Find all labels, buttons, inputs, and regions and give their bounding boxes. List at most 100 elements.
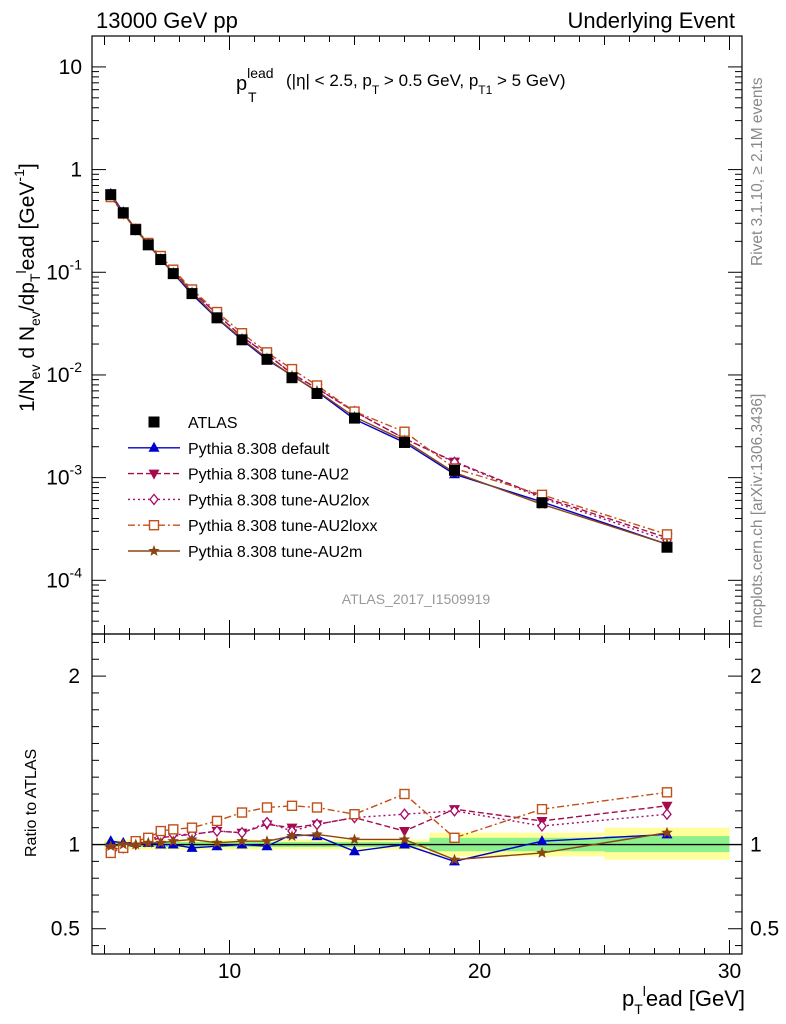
data-point xyxy=(349,412,360,424)
ratio-point xyxy=(262,816,272,829)
data-point xyxy=(399,436,410,448)
data-point xyxy=(117,207,129,219)
x-tick-label: 30 xyxy=(718,960,741,983)
ratio-point xyxy=(186,841,198,852)
y-tick-label-ratio-right: 0.5 xyxy=(750,918,779,941)
ratio-point xyxy=(286,800,298,811)
ratio-point xyxy=(399,808,410,821)
data-point xyxy=(236,334,248,346)
ratio-point xyxy=(536,835,548,846)
ratio-point xyxy=(167,835,179,846)
ratio-point xyxy=(261,835,273,846)
axis-tick-labels: 10 20 30 10 1 10-1 10-2 10-3 10-4 0.5 0.5 1 1 2 2 xyxy=(46,56,779,983)
series-line xyxy=(110,196,668,536)
data-point xyxy=(449,464,460,476)
title-rest3: > 5 GeV) xyxy=(492,71,565,90)
ratio-frame xyxy=(91,633,743,955)
legend-label: Pythia 8.308 default xyxy=(188,441,330,458)
data-point xyxy=(130,224,142,236)
ratio-point xyxy=(398,833,411,845)
svg-text:plead: plead xyxy=(236,65,274,95)
y-axis-label-main: 1/Nev d Nev/dpTlead [GeV-1] xyxy=(11,163,43,412)
plot-title: plead T (|η| < 2.5, pT > 0.5 GeV, pT1 > … xyxy=(236,65,566,105)
y-tick-label-ratio: 0.5 xyxy=(51,918,80,941)
legend-marker xyxy=(148,520,160,531)
ratio-point xyxy=(105,840,117,852)
data-point xyxy=(286,372,298,384)
main-series-layer xyxy=(105,187,673,553)
legend-label: ATLAS xyxy=(188,415,238,432)
ratio-point xyxy=(449,832,460,843)
data-point xyxy=(211,312,223,324)
ratio-point xyxy=(536,803,548,815)
ratio-point xyxy=(261,840,273,851)
ratio-point xyxy=(236,807,248,818)
ratio-point xyxy=(117,838,129,850)
data-point xyxy=(536,497,548,509)
axis-ticks xyxy=(92,35,742,954)
title-sub: T xyxy=(248,89,257,105)
y-tick-label-ratio: 2 xyxy=(68,665,80,688)
data-point xyxy=(661,541,673,553)
ratio-point xyxy=(661,787,673,798)
ratio-point xyxy=(211,836,223,848)
y-tick-label-main: 10-1 xyxy=(46,256,82,284)
ratio-point xyxy=(662,808,672,821)
data-point xyxy=(261,353,273,365)
y-tick-label-main: 10 xyxy=(59,56,82,79)
data-point xyxy=(167,268,179,280)
legend-label: Pythia 8.308 tune-AU2m xyxy=(188,544,362,561)
y-tick-label-ratio: 1 xyxy=(68,834,80,857)
y-axis-label-ratio: Ratio to ATLAS xyxy=(23,749,40,857)
ratio-point xyxy=(449,804,460,817)
ratio-point xyxy=(399,788,410,800)
y-tick-label-ratio-right: 1 xyxy=(750,834,762,857)
ratio-series-layer xyxy=(105,787,673,866)
ratio-point xyxy=(261,802,273,813)
ratio-point xyxy=(212,825,222,838)
header-left: 13000 GeV pp xyxy=(96,8,238,33)
mcplots-label: mcplots.cern.ch [arXiv:1306.3436] xyxy=(749,394,766,628)
ratio-point xyxy=(236,835,248,846)
legend: ATLAS Pythia 8.308 default Pythia 8.308 tu… xyxy=(128,415,377,561)
ratio-point xyxy=(661,826,673,838)
x-tick-label: 20 xyxy=(468,960,491,983)
title-p: p xyxy=(236,73,247,95)
ratio-point xyxy=(211,815,223,827)
ratio-point xyxy=(105,835,117,846)
header-right: Underlying Event xyxy=(567,8,735,33)
x-axis-label: pTlead [GeV] xyxy=(622,983,745,1017)
title-rest-sub1: T xyxy=(372,83,380,97)
data-point xyxy=(661,529,673,540)
ratio-point xyxy=(155,836,167,848)
ratio-point xyxy=(186,833,198,845)
ratio-point xyxy=(399,838,410,849)
y-tick-label-ratio-right: 2 xyxy=(750,665,762,688)
ratio-point xyxy=(349,809,360,820)
title-rest-sub2: T1 xyxy=(478,83,492,97)
y-tick-label-main: 10-2 xyxy=(46,359,82,387)
series-line xyxy=(110,195,668,539)
ratio-point xyxy=(311,802,323,813)
title-sup: lead xyxy=(247,65,273,81)
series-line xyxy=(110,195,668,542)
y-tick-label-main: 10-3 xyxy=(46,462,82,490)
y-tick-label-main: 10-4 xyxy=(46,564,82,592)
ratio-point xyxy=(537,819,547,833)
rivet-label: Rivet 3.1.10, ≥ 2.1M events xyxy=(749,77,766,266)
ratio-point xyxy=(142,836,154,848)
data-point xyxy=(311,387,323,399)
analysis-watermark: ATLAS_2017_I1509919 xyxy=(342,591,491,607)
ratio-point xyxy=(130,838,142,850)
ratio-point xyxy=(661,801,673,812)
legend-marker xyxy=(148,416,160,428)
legend-label: Pythia 8.308 tune-AU2loxx xyxy=(188,518,377,535)
ratio-point xyxy=(348,833,361,845)
ratio-uncertainty-bands xyxy=(104,827,730,860)
legend-marker xyxy=(148,441,160,452)
ratio-point xyxy=(155,825,166,837)
ratio-point xyxy=(399,827,410,838)
x-tick-label: 10 xyxy=(218,960,241,983)
ratio-point xyxy=(349,845,360,856)
